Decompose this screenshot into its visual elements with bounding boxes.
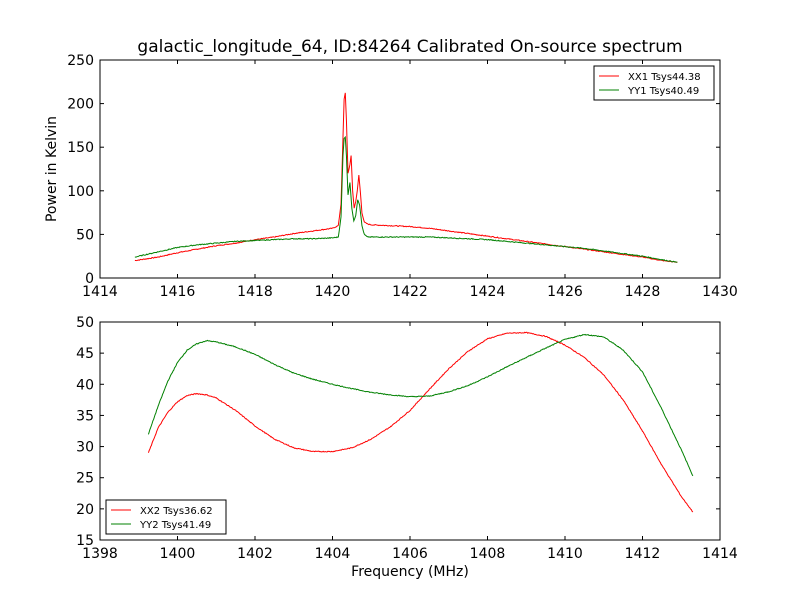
legend-entry: YY2 Tsys41.49 <box>139 520 211 531</box>
legend-entry: XX2 Tsys36.62 <box>140 506 213 517</box>
series-line-yy <box>147 333 694 477</box>
y-tick-label: 50 <box>76 227 94 243</box>
series-line-yy <box>134 135 678 263</box>
y-tick-label: 200 <box>67 97 94 113</box>
x-tick-label: 1424 <box>470 284 506 300</box>
x-tick-label: 1404 <box>315 546 351 562</box>
x-tick-label: 1420 <box>315 284 351 300</box>
x-tick-label: 1426 <box>547 284 583 300</box>
y-tick-label: 100 <box>67 184 94 200</box>
x-tick-label: 1410 <box>547 546 583 562</box>
legend-entry: XX1 Tsys44.38 <box>628 72 701 83</box>
x-tick-label: 1416 <box>160 284 196 300</box>
x-tick-label: 1406 <box>392 546 428 562</box>
top-spectrum-plot: galactic_longitude_64, ID:84264 Calibrat… <box>44 37 738 300</box>
bottom-spectrum-plot: 1398 1400 1402 1404 1406 1408 1410 1412 1414 15 20… <box>76 315 738 580</box>
x-tick-label: 1414 <box>82 284 118 300</box>
x-axis-label: Frequency (MHz) <box>351 564 469 580</box>
x-tick-label: 1418 <box>237 284 273 300</box>
series-line-xx <box>147 331 694 513</box>
y-tick-label: 15 <box>76 533 94 549</box>
x-tick-label: 1428 <box>625 284 661 300</box>
y-tick-label: 45 <box>76 346 94 362</box>
x-tick-label: 1402 <box>237 546 273 562</box>
y-tick-label: 25 <box>76 471 94 487</box>
y-axis-label: Power in Kelvin <box>44 116 60 222</box>
y-tick-label: 150 <box>67 140 94 156</box>
y-tick-label: 30 <box>76 440 94 456</box>
x-tick-label: 1422 <box>392 284 428 300</box>
y-tick-label: 20 <box>76 502 94 518</box>
y-tick-label: 50 <box>76 315 94 331</box>
y-tick-label: 250 <box>67 53 94 69</box>
x-tick-label: 1398 <box>82 546 118 562</box>
x-tick-label: 1400 <box>160 546 196 562</box>
legend-entry: YY1 Tsys40.49 <box>627 86 699 97</box>
legend: XX1 Tsys44.38 YY1 Tsys40.49 <box>593 65 715 101</box>
legend-box <box>105 499 227 535</box>
x-tick-label: 1414 <box>702 546 738 562</box>
x-tick-label: 1412 <box>625 546 661 562</box>
series-line-xx <box>134 92 678 263</box>
legend-box <box>593 65 715 101</box>
y-tick-label: 35 <box>76 408 94 424</box>
x-tick-label: 1408 <box>470 546 506 562</box>
legend: XX2 Tsys36.62 YY2 Tsys41.49 <box>105 499 227 535</box>
x-tick-label: 1430 <box>702 284 738 300</box>
chart-title: galactic_longitude_64, ID:84264 Calibrat… <box>137 37 682 57</box>
y-tick-label: 40 <box>76 377 94 393</box>
y-tick-label: 0 <box>85 271 94 287</box>
